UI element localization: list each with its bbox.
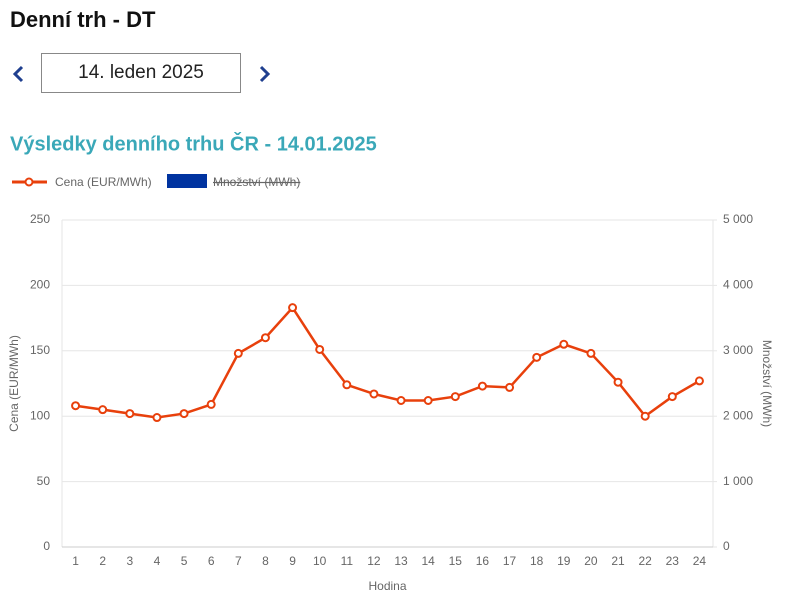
x-tick-label: 21 <box>611 554 625 568</box>
legend-marker <box>24 177 34 187</box>
data-point <box>640 411 650 421</box>
legend-swatch <box>167 174 207 188</box>
data-point <box>559 339 569 349</box>
x-tick-label: 13 <box>394 554 408 568</box>
y-axis-label: Cena (EUR/MWh) <box>7 335 21 432</box>
x-tick-label: 24 <box>693 554 707 568</box>
x-tick-label: 7 <box>235 554 242 568</box>
data-point <box>233 348 243 358</box>
data-point <box>98 405 108 415</box>
x-tick-label: 17 <box>503 554 517 568</box>
x-tick-label: 5 <box>181 554 188 568</box>
y-tick-label: 50 <box>37 474 51 488</box>
data-point <box>315 344 325 354</box>
data-point <box>71 401 81 411</box>
x-tick-label: 22 <box>639 554 653 568</box>
data-point <box>369 389 379 399</box>
x-tick-label: 14 <box>422 554 436 568</box>
legend-label[interactable]: Cena (EUR/MWh) <box>55 175 152 189</box>
y2-tick-label: 4 000 <box>723 278 753 292</box>
x-tick-label: 11 <box>341 554 354 568</box>
data-point <box>613 377 623 387</box>
data-point <box>342 380 352 390</box>
data-point <box>667 392 677 402</box>
series-line <box>75 305 701 419</box>
y-tick-label: 0 <box>43 539 50 553</box>
y2-tick-label: 3 000 <box>723 343 753 357</box>
data-point <box>288 303 298 313</box>
data-point <box>505 382 515 392</box>
x-tick-label: 15 <box>449 554 463 568</box>
data-point <box>694 376 704 386</box>
date-box[interactable] <box>41 53 241 93</box>
date-text[interactable]: 14. leden 2025 <box>78 62 204 83</box>
x-tick-label: 1 <box>72 554 79 568</box>
y-tick-label: 100 <box>30 408 50 422</box>
next-arrow[interactable] <box>259 65 271 83</box>
y-tick-label: 150 <box>30 343 50 357</box>
x-tick-label: 10 <box>313 554 327 568</box>
chart-title: Výsledky denního trhu ČR - 14.01.2025 <box>10 131 377 155</box>
page-title: Denní trh - DT <box>10 7 156 32</box>
data-point <box>152 413 162 423</box>
data-point <box>260 333 270 343</box>
y-tick-label: 250 <box>30 212 50 226</box>
y-tick-label: 200 <box>30 278 50 292</box>
x-tick-label: 9 <box>289 554 296 568</box>
x-tick-label: 3 <box>126 554 133 568</box>
x-tick-label: 23 <box>666 554 680 568</box>
x-tick-label: 12 <box>367 554 381 568</box>
y2-tick-label: 0 <box>723 539 730 553</box>
x-tick-label: 4 <box>154 554 161 568</box>
prev-arrow[interactable] <box>12 65 24 83</box>
data-point <box>206 399 216 409</box>
x-tick-label: 18 <box>530 554 544 568</box>
data-point <box>532 352 542 362</box>
x-tick-label: 16 <box>476 554 490 568</box>
data-point <box>477 381 487 391</box>
x-tick-label: 20 <box>584 554 598 568</box>
data-point <box>396 396 406 406</box>
y2-tick-label: 1 000 <box>723 474 753 488</box>
x-tick-label: 2 <box>99 554 106 568</box>
x-tick-label: 6 <box>208 554 215 568</box>
data-point <box>125 409 135 419</box>
x-tick-label: 19 <box>557 554 571 568</box>
data-point <box>179 409 189 419</box>
legend-label[interactable]: Množství (MWh) <box>213 175 300 189</box>
x-tick-label: 8 <box>262 554 269 568</box>
data-point <box>450 392 460 402</box>
y2-tick-label: 5 000 <box>723 212 753 226</box>
y2-axis-label: Množství (MWh) <box>760 340 774 427</box>
data-point <box>423 396 433 406</box>
y2-tick-label: 2 000 <box>723 408 753 422</box>
data-point <box>586 348 596 358</box>
x-axis-label: Hodina <box>368 579 406 593</box>
